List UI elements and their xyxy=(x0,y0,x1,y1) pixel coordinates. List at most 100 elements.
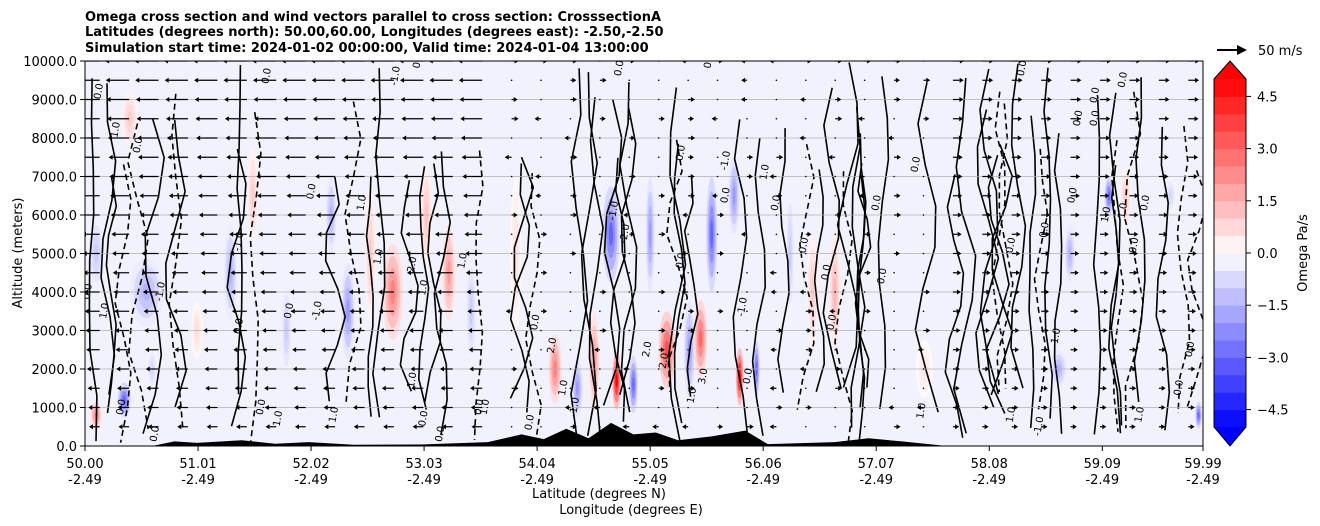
contour-label: 1.0 xyxy=(1100,206,1114,224)
wind-vector-head xyxy=(926,328,931,333)
wind-vector xyxy=(716,387,719,390)
wind-vector xyxy=(922,368,925,370)
wind-vector-head xyxy=(1194,135,1199,141)
wind-vector-head xyxy=(513,366,518,372)
wind-vector-head xyxy=(383,424,388,430)
wind-vector-head xyxy=(1103,308,1108,314)
wind-vector-head xyxy=(1077,97,1082,102)
x-axis-ticks: 50.00-2.4951.01-2.4952.02-2.4953.03-2.49… xyxy=(66,446,1222,488)
wind-vector-head xyxy=(140,212,145,218)
wind-vector-head xyxy=(769,385,774,391)
wind-vector-head xyxy=(1074,289,1079,295)
wind-vector xyxy=(863,387,866,390)
wind-vector-head xyxy=(206,424,211,430)
wind-vector-head xyxy=(749,424,754,430)
wind-vector-head xyxy=(985,328,990,333)
wind-vector xyxy=(510,291,513,293)
contour-line xyxy=(855,133,867,408)
wind-vector-head xyxy=(373,154,378,160)
wind-vector-head xyxy=(292,347,297,353)
wind-vector-head xyxy=(166,135,171,141)
wind-vector-head xyxy=(341,77,346,83)
wind-vector-head xyxy=(1105,154,1110,160)
wind-vector-head xyxy=(1017,135,1022,141)
wind-vector-head xyxy=(987,174,992,179)
wind-vector-head xyxy=(172,289,177,295)
wind-vector xyxy=(628,79,631,82)
wind-vector xyxy=(746,137,748,139)
wind-vector-head xyxy=(318,270,323,276)
wind-vector-head xyxy=(353,405,358,410)
wind-vector-head xyxy=(401,116,406,122)
wind-vector-head xyxy=(147,405,152,410)
contour-line xyxy=(683,175,699,397)
wind-vector-head xyxy=(1163,212,1168,218)
wind-vector-head xyxy=(460,135,465,141)
contour-label: 1.0 xyxy=(1005,406,1019,424)
wind-vector-head xyxy=(741,77,746,83)
wind-vector-head xyxy=(466,289,471,295)
wind-vector xyxy=(834,175,837,178)
contour-label: 0.0 xyxy=(1072,110,1086,128)
wind-vector-head xyxy=(204,366,209,372)
wind-vector xyxy=(628,194,631,197)
wind-vector xyxy=(805,214,807,216)
colorbar-label: Omega Pa/s xyxy=(1296,214,1311,292)
wind-vector-head xyxy=(858,174,863,179)
wind-vector-head xyxy=(1105,174,1110,179)
wind-vector-head xyxy=(573,212,578,218)
wind-vector-head xyxy=(289,270,294,276)
omega-cell xyxy=(608,222,614,247)
contour-line xyxy=(877,76,890,410)
wind-vector xyxy=(628,291,631,293)
wind-vector-head xyxy=(201,289,206,295)
wind-vector-head xyxy=(290,308,295,314)
omega-cell xyxy=(649,219,652,249)
contour-label: 1.0 xyxy=(272,410,286,428)
wind-vector-head xyxy=(682,212,687,218)
wind-vector xyxy=(746,117,748,120)
wind-vector-head xyxy=(374,174,379,179)
wind-vector xyxy=(746,214,748,216)
wind-vector-head xyxy=(1162,347,1167,353)
wind-vector xyxy=(540,252,542,255)
wind-vector-head xyxy=(1102,385,1107,391)
wind-vector-head xyxy=(283,97,288,102)
wind-vector-head xyxy=(959,77,964,83)
wind-vector-head xyxy=(719,308,724,314)
wind-vector-head xyxy=(224,97,229,102)
wind-vector-head xyxy=(470,405,475,410)
wind-vector-head xyxy=(958,154,963,160)
wind-vector-head xyxy=(471,424,476,430)
contour-label: -1.0 xyxy=(607,200,621,221)
wind-vector-head xyxy=(1046,212,1051,218)
wind-vector-head xyxy=(315,193,320,199)
wind-vector xyxy=(599,194,601,197)
wind-vector xyxy=(863,348,866,351)
contour-label: 0.0 xyxy=(1117,71,1131,89)
wind-vector-head xyxy=(987,212,992,218)
contour-line xyxy=(236,65,243,395)
wind-vector-head xyxy=(198,212,203,218)
wind-vector xyxy=(569,368,572,370)
wind-vector-head xyxy=(808,347,813,353)
wind-vector xyxy=(805,425,807,428)
wind-vector-head xyxy=(958,193,963,199)
wind-vector-head xyxy=(955,385,960,391)
wind-vector-head xyxy=(81,193,85,198)
wind-vector-head xyxy=(1103,328,1108,333)
wind-vector-head xyxy=(1014,385,1019,391)
wind-vector-head xyxy=(1132,328,1137,333)
wind-vector-head xyxy=(740,97,745,102)
wind-vector-head xyxy=(411,405,416,410)
wind-vector-head xyxy=(408,308,413,314)
wind-vector-head xyxy=(1162,308,1167,314)
omega-cell xyxy=(698,328,703,348)
wind-vector-head xyxy=(407,289,412,295)
wind-vector xyxy=(540,425,542,428)
wind-vector xyxy=(805,252,807,255)
wind-vector-head xyxy=(442,424,447,430)
wind-vector-head xyxy=(135,97,140,102)
wind-vector xyxy=(569,233,572,236)
